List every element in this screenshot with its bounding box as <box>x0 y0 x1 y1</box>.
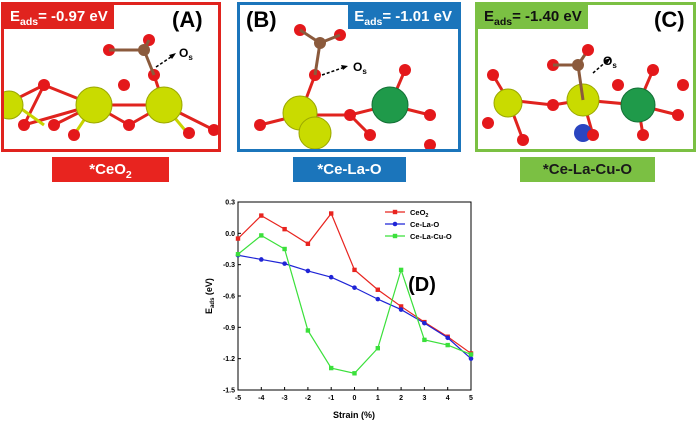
data-point <box>305 268 311 274</box>
legend-label: Ce-La-O <box>410 220 439 229</box>
data-point <box>235 236 241 241</box>
data-point <box>468 352 474 357</box>
strain-energy-chart: -5 -4 -3 -2 -1 0 1 2 3 4 5 0.3 0.0 -0.3 -0.6 -0.9 -1.2 -1… <box>204 200 474 420</box>
data-point <box>375 346 380 351</box>
data-point <box>305 328 311 333</box>
os-label: Os <box>353 60 367 76</box>
legend-label: CeO2 <box>410 208 428 219</box>
x-axis-label: Strain (%) <box>333 410 375 420</box>
panel-a-ceo2: Os Eads= -0.97 eV (A) <box>1 2 221 152</box>
x-tick-label: 0 <box>353 395 357 402</box>
y-tick-label: -0.3 <box>223 262 235 269</box>
ce-la-o-structure-illustration: Os <box>254 24 436 149</box>
data-point <box>329 365 334 371</box>
data-point <box>328 274 334 280</box>
data-point <box>352 267 357 273</box>
y-tick-label: -1.5 <box>223 388 235 395</box>
data-point <box>445 342 450 348</box>
data-point <box>282 261 287 266</box>
x-tick-label: -4 <box>258 395 264 402</box>
x-tick-label: -3 <box>281 395 287 402</box>
y-tick-label: 0.3 <box>225 200 235 207</box>
data-point <box>398 267 404 273</box>
adsorption-energy-label: Eads= -0.97 eV <box>4 5 114 29</box>
chart-axes <box>237 201 472 391</box>
data-point <box>305 241 311 246</box>
data-point <box>352 285 357 290</box>
y-tick-label: -0.9 <box>223 325 235 332</box>
ce-la-cu-o-structure-illustration: Os <box>482 44 689 146</box>
x-tick-label: -1 <box>328 395 334 402</box>
data-point <box>259 257 264 262</box>
legend-label: Ce-La-Cu-O <box>410 232 452 241</box>
data-point <box>282 246 287 252</box>
site-label-ce-la-o: *Ce-La-O <box>293 157 406 182</box>
panel-b-ce-la-o: Os (B) Eads= -1.01 eV <box>237 2 461 152</box>
legend-marker <box>392 233 398 239</box>
data-point <box>422 320 427 326</box>
y-tick-label: 0.0 <box>225 231 235 238</box>
adsorption-energy-label: Eads= -1.40 eV <box>478 5 588 29</box>
x-tick-label: 2 <box>399 395 403 402</box>
series-line-2 <box>237 234 472 374</box>
x-tick-label: -5 <box>235 395 241 402</box>
panel-c-ce-la-cu-o: Os Eads= -1.40 eV (C) <box>475 2 696 152</box>
os-label: Os <box>603 54 617 70</box>
adsorption-energy-label: Eads= -1.01 eV <box>348 5 458 29</box>
data-point <box>445 335 450 341</box>
data-point <box>259 233 264 238</box>
site-label-ceo2: *CeO2 <box>52 157 169 182</box>
panel-letter: (D) <box>408 274 436 296</box>
x-tick-label: 4 <box>446 395 450 402</box>
panel-letter: (B) <box>246 7 277 32</box>
legend-marker <box>392 221 398 227</box>
x-tick-label: 5 <box>469 395 473 402</box>
data-point <box>282 226 287 232</box>
y-axis-label: Eads (eV) <box>204 278 216 314</box>
data-point <box>235 252 241 257</box>
data-point <box>352 371 357 376</box>
legend-marker <box>392 209 398 215</box>
data-point <box>422 337 427 343</box>
ceo2-structure-illustration: Os <box>4 34 218 141</box>
y-tick-label: -0.6 <box>223 294 235 301</box>
data-point <box>468 356 474 361</box>
data-point <box>259 213 264 218</box>
panel-letter: (A) <box>172 7 203 32</box>
x-tick-label: 1 <box>376 395 380 402</box>
data-point <box>329 211 334 216</box>
site-label-ce-la-cu-o: *Ce-La-Cu-O <box>520 157 655 182</box>
x-tick-label: -2 <box>305 395 311 402</box>
x-tick-label: 3 <box>422 395 426 402</box>
data-point <box>375 296 381 302</box>
data-point <box>398 307 404 312</box>
os-label: Os <box>179 46 193 62</box>
data-point <box>375 287 380 292</box>
data-point <box>398 304 404 309</box>
panel-letter: (C) <box>654 7 685 32</box>
y-tick-label: -1.2 <box>223 356 235 363</box>
